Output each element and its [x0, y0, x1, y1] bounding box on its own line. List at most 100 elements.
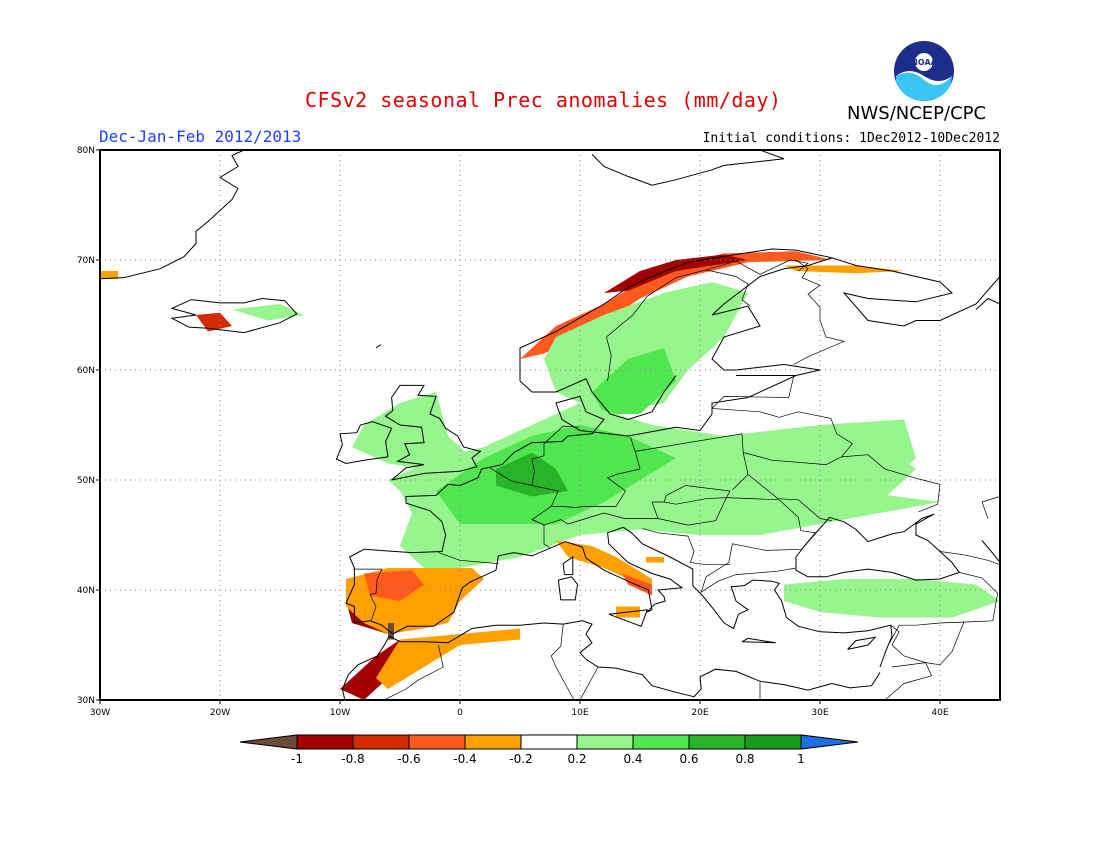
colorbar-label-7: 0.6 [679, 752, 698, 766]
border-21 [890, 621, 965, 666]
coastline-5 [392, 526, 893, 668]
coastline-3 [555, 375, 797, 442]
border-14 [793, 259, 846, 365]
lat-tick-label-4: 70N [77, 256, 95, 266]
border-23 [981, 496, 1000, 519]
initial-conditions-label: Initial conditions: 1Dec2012-10Dec2012 [702, 131, 1000, 146]
border-10 [747, 474, 833, 522]
anomaly-region-22 [646, 557, 664, 563]
border-11 [841, 454, 941, 513]
coastline-10 [335, 421, 393, 465]
lon-tick-label-6: 30E [811, 708, 828, 718]
anomaly-region-19 [556, 540, 652, 596]
lon-tick-label-5: 20E [691, 708, 708, 718]
anomaly-region-16 [364, 570, 424, 601]
border-8 [642, 528, 730, 566]
border-16 [606, 259, 809, 382]
lat-tick-label-3: 60N [77, 366, 95, 376]
colorbar-swatch-8 [744, 734, 802, 750]
season-label: Dec-Jan-Feb 2012/2013 [99, 127, 302, 146]
border-15 [705, 269, 751, 307]
coastline-18 [847, 636, 877, 650]
colorbar-swatch-5 [576, 734, 634, 750]
border-17 [550, 624, 575, 700]
coastline-16 [608, 609, 648, 627]
colorbar-swatch-1 [352, 734, 410, 750]
colorbar-label-1: -0.8 [341, 752, 364, 766]
anomaly-region-4 [232, 304, 304, 321]
border-9 [711, 376, 853, 465]
colorbar-label-8: 0.8 [735, 752, 754, 766]
border-0 [438, 552, 499, 564]
colorbar-swatch-4 [520, 734, 578, 750]
border-7 [657, 497, 816, 594]
lat-tick-label-1: 40N [77, 586, 95, 596]
agency-label: NWS/NCEP/CPC [847, 103, 987, 124]
colorbar-label-0: -1 [291, 752, 303, 766]
colorbar: -1 -0.8 -0.6 -0.4 -0.2 0.2 0.4 0.6 0.8 1 [239, 734, 859, 766]
anomaly-region-18 [376, 628, 520, 689]
map-frame [99, 149, 1001, 701]
coastline-layer [100, 150, 1000, 700]
border-18 [383, 644, 444, 700]
coastline-20 [375, 344, 382, 349]
chart-title: CFSv2 seasonal Prec anomalies (mm/day) [305, 88, 782, 112]
lon-tick-label-0: 30W [90, 708, 110, 718]
coastline-17 [741, 637, 776, 644]
colorbar-swatch-2 [408, 734, 466, 750]
border-12 [939, 551, 1000, 566]
anomaly-region-6 [544, 282, 748, 414]
axis-ticks-layer: 30W 20W 10W 0 10E 20E 30E 40E 30N 40N 50N 60N 70N 80N [77, 146, 949, 718]
coastline-4 [345, 441, 563, 635]
border-19 [579, 666, 599, 700]
coastline-1 [519, 375, 677, 421]
colorbar-max-arrow [800, 734, 859, 750]
colorbar-swatch-6 [632, 734, 690, 750]
anomaly-region-3 [196, 312, 232, 332]
coastline-7 [388, 620, 881, 698]
lon-tick-label-2: 10W [330, 708, 350, 718]
border-1 [353, 568, 383, 621]
anomaly-region-20 [622, 573, 652, 596]
anomaly-fill-layer [100, 251, 1000, 700]
lon-tick-label-4: 10E [571, 708, 588, 718]
lat-tick-label-0: 30N [77, 696, 95, 706]
colorbar-swatch-7 [688, 734, 746, 750]
colorbar-label-6: 0.4 [623, 752, 642, 766]
coastline-9 [384, 384, 482, 481]
coastline-6 [795, 513, 961, 581]
colorbar-label-4: -0.2 [509, 752, 532, 766]
colorbar-swatch-3 [464, 734, 522, 750]
noaa-logo: NOAA [894, 41, 954, 101]
coastline-2 [831, 257, 1000, 327]
coastline-0 [519, 248, 834, 381]
anomaly-region-23 [388, 623, 394, 640]
colorbar-min-arrow [239, 734, 298, 750]
colorbar-label-3: -0.4 [453, 752, 476, 766]
logo-text: NOAA [911, 58, 937, 67]
lon-tick-label-1: 20W [210, 708, 230, 718]
anomaly-region-10 [496, 452, 568, 497]
lat-tick-label-5: 80N [77, 146, 95, 156]
colorbar-label-9: 1 [797, 752, 805, 766]
coastline-19 [981, 540, 1000, 563]
coastline-8 [341, 635, 390, 700]
coastline-21 [975, 297, 1000, 310]
colorbar-label-5: 0.2 [567, 752, 586, 766]
border-5 [531, 485, 731, 526]
anomaly-region-5 [100, 271, 118, 279]
border-3 [531, 425, 579, 486]
anomaly-region-12 [760, 441, 916, 524]
coastline-11 [170, 297, 298, 334]
anomaly-region-2 [784, 265, 904, 274]
border-22 [884, 662, 933, 700]
anomaly-region-11 [352, 392, 472, 469]
anomaly-region-13 [784, 579, 1000, 618]
lon-tick-label-3: 0 [457, 708, 463, 718]
lon-tick-label-7: 40E [931, 708, 948, 718]
anomaly-region-7 [592, 348, 676, 414]
graticule-layer [100, 150, 1000, 700]
anomaly-region-1 [604, 254, 748, 293]
colorbar-swatch-0 [296, 734, 354, 750]
coastline-13 [591, 150, 785, 186]
